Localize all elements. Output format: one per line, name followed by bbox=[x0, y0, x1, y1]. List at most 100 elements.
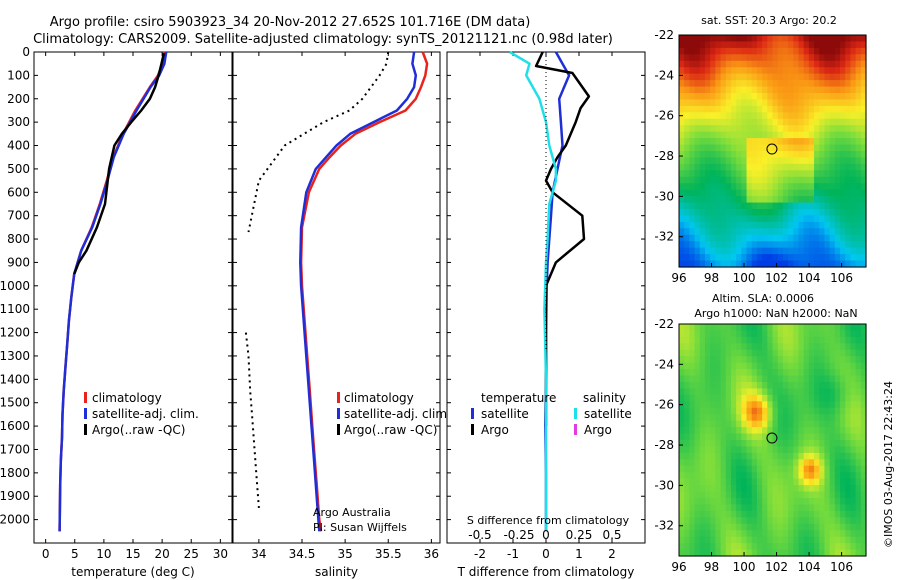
legend-swatch bbox=[337, 424, 340, 435]
map-cell bbox=[788, 73, 794, 81]
map-cell bbox=[814, 530, 820, 538]
map-cell bbox=[720, 401, 727, 409]
map-cell bbox=[793, 163, 800, 171]
map-cell bbox=[704, 118, 711, 126]
map-cell bbox=[860, 221, 867, 229]
map-cell bbox=[699, 86, 706, 94]
map-cell bbox=[819, 93, 826, 101]
map-cell bbox=[725, 517, 732, 525]
map-cell bbox=[788, 99, 794, 107]
map-cell bbox=[720, 446, 727, 454]
y-tick-label: 1200 bbox=[0, 326, 30, 340]
map-cell bbox=[850, 504, 857, 512]
legend-swatch bbox=[337, 408, 340, 419]
x-tick-label: 35 bbox=[337, 547, 352, 561]
map-cell bbox=[798, 491, 805, 499]
map-cell bbox=[834, 41, 841, 49]
map-cell bbox=[772, 543, 779, 551]
map-cell bbox=[798, 112, 805, 120]
map-cell bbox=[699, 478, 706, 486]
map-cell bbox=[762, 427, 768, 435]
map-cell bbox=[803, 221, 810, 229]
map-cell bbox=[814, 125, 820, 133]
map-cell bbox=[746, 247, 753, 255]
map-cell bbox=[814, 241, 820, 249]
map-cell bbox=[824, 138, 831, 146]
map-cell bbox=[840, 157, 846, 165]
map-cell bbox=[694, 330, 701, 338]
map-cell bbox=[746, 446, 753, 454]
map-cell bbox=[756, 144, 763, 152]
map-cell bbox=[694, 73, 701, 81]
map-cell bbox=[793, 459, 800, 467]
map-cell bbox=[808, 349, 815, 357]
map-cell bbox=[845, 196, 852, 204]
map-cell bbox=[814, 330, 820, 338]
map-cell bbox=[684, 446, 690, 454]
map-cell bbox=[710, 472, 716, 480]
map-cell bbox=[736, 209, 742, 217]
map-cell bbox=[772, 530, 779, 538]
map-cell bbox=[689, 362, 696, 370]
map-cell bbox=[689, 446, 696, 454]
map-cell bbox=[704, 427, 711, 435]
map-cell bbox=[788, 202, 794, 210]
map-cell bbox=[715, 183, 722, 191]
map-cell bbox=[746, 336, 753, 344]
map-cell bbox=[684, 452, 690, 460]
map-cell bbox=[845, 530, 852, 538]
map-cell bbox=[793, 510, 800, 518]
map-cell bbox=[725, 336, 732, 344]
legend-label: satellite bbox=[481, 407, 529, 421]
map-cell bbox=[704, 170, 711, 178]
map-cell bbox=[746, 47, 753, 55]
map-cell bbox=[850, 202, 857, 210]
map-cell bbox=[782, 420, 789, 428]
map-cell bbox=[715, 536, 722, 544]
map-cell bbox=[777, 472, 784, 480]
map-cell bbox=[855, 35, 862, 43]
map-cell bbox=[777, 118, 784, 126]
map-cell bbox=[762, 151, 768, 159]
map-cell bbox=[850, 151, 857, 159]
map-cell bbox=[715, 401, 722, 409]
map-cell bbox=[788, 118, 794, 126]
map-cell bbox=[860, 407, 867, 415]
map-cell bbox=[850, 118, 857, 126]
map-cell bbox=[798, 330, 805, 338]
map-cell bbox=[782, 382, 789, 390]
map-cell bbox=[699, 209, 706, 217]
map-cell bbox=[845, 446, 852, 454]
map-cell bbox=[772, 80, 779, 88]
map-cell bbox=[736, 176, 742, 184]
map-cell bbox=[829, 394, 836, 402]
map-cell bbox=[855, 356, 862, 364]
map-cell bbox=[756, 215, 763, 223]
map-cell bbox=[694, 433, 701, 441]
map-cell bbox=[756, 330, 763, 338]
map-cell bbox=[803, 105, 810, 113]
map-cell bbox=[736, 414, 742, 422]
map-cell bbox=[772, 375, 779, 383]
map-cell bbox=[684, 375, 690, 383]
map-cell bbox=[845, 41, 852, 49]
map-cell bbox=[704, 452, 711, 460]
map-cell bbox=[767, 86, 774, 94]
map-cell bbox=[777, 478, 784, 486]
map-cell bbox=[689, 163, 696, 171]
map-cell bbox=[710, 382, 716, 390]
map-cell bbox=[803, 54, 810, 62]
map-cell bbox=[694, 67, 701, 75]
map-cell bbox=[845, 491, 852, 499]
map-cell bbox=[746, 465, 753, 473]
map-cell bbox=[767, 543, 774, 551]
map-cell bbox=[736, 536, 742, 544]
map-cell bbox=[756, 209, 763, 217]
map-cell bbox=[788, 170, 794, 178]
map-cell bbox=[845, 60, 852, 68]
map-cell bbox=[725, 349, 732, 357]
map-cell bbox=[819, 41, 826, 49]
map-cell bbox=[788, 176, 794, 184]
map-cell bbox=[845, 151, 852, 159]
map-cell bbox=[793, 93, 800, 101]
